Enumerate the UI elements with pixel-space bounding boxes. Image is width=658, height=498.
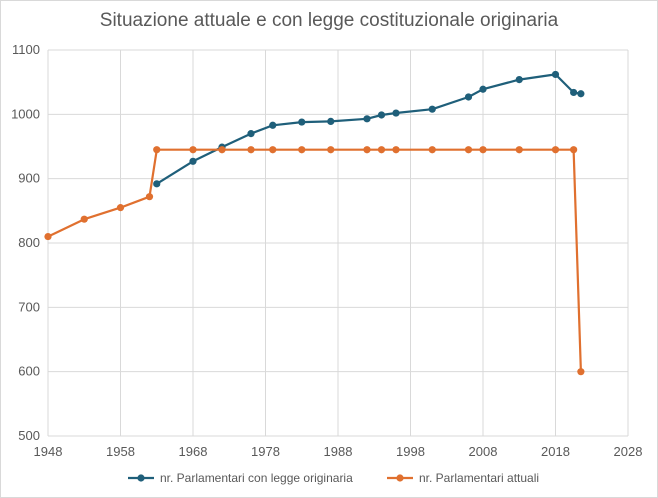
data-point	[269, 121, 277, 129]
data-point	[428, 105, 436, 113]
legend-label: nr. Parlamentari attuali	[419, 471, 539, 485]
data-point	[153, 180, 161, 188]
data-point	[377, 146, 386, 154]
data-point	[577, 90, 585, 98]
data-point	[145, 193, 154, 201]
y-tick-label: 500	[18, 428, 40, 443]
data-point	[363, 146, 371, 154]
y-tick-label: 1000	[11, 106, 40, 121]
data-point	[80, 215, 88, 223]
data-point	[298, 118, 306, 126]
data-point	[464, 146, 473, 154]
data-point	[218, 146, 226, 154]
data-point	[247, 130, 255, 138]
data-point	[377, 111, 386, 119]
data-point	[551, 146, 560, 154]
y-axis-ticks: 500 600 700 800 900 1000 1100	[11, 42, 40, 443]
x-tick-label: 2018	[541, 444, 570, 459]
legend-item: nr. Parlamentari attuali	[387, 471, 539, 485]
series-line	[156, 73, 582, 185]
x-axis-ticks: 1948 1958 1968 1978 1988 1998 2008 2018 2028	[34, 444, 643, 459]
y-tick-label: 600	[18, 364, 40, 379]
series-line	[47, 148, 582, 372]
data-point	[515, 146, 523, 154]
data-point	[247, 146, 255, 154]
x-tick-label: 1988	[324, 444, 353, 459]
data-point	[298, 146, 306, 154]
data-point	[392, 109, 400, 117]
legend-marker	[396, 474, 404, 482]
data-point	[363, 115, 371, 123]
data-point	[392, 146, 400, 154]
x-tick-label: 2028	[614, 444, 643, 459]
data-point	[44, 232, 52, 241]
data-point	[116, 204, 125, 212]
data-point	[479, 85, 487, 93]
legend-marker	[137, 474, 145, 482]
x-tick-label: 1948	[34, 444, 63, 459]
data-point	[269, 146, 277, 154]
y-tick-label: 1100	[12, 42, 40, 57]
data-point	[551, 70, 560, 79]
gridlines	[47, 49, 629, 437]
x-tick-label: 1978	[251, 444, 280, 459]
legend-label: nr. Parlamentari con legge originaria	[160, 471, 353, 485]
x-tick-label: 1998	[396, 444, 425, 459]
data-point	[479, 146, 487, 154]
data-point	[327, 117, 335, 126]
x-tick-label: 2008	[469, 444, 498, 459]
legend-item: nr. Parlamentari con legge originaria	[128, 471, 353, 485]
data-point	[189, 146, 197, 154]
data-point	[570, 146, 578, 154]
data-point	[189, 157, 197, 165]
data-point	[327, 146, 335, 154]
chart-title: Situazione attuale e con legge costituzi…	[99, 10, 559, 31]
data-point	[577, 368, 585, 376]
x-tick-label: 1968	[179, 444, 208, 459]
data-point	[570, 88, 578, 97]
series-group	[44, 70, 585, 376]
data-point	[464, 93, 473, 101]
data-point	[153, 146, 161, 154]
y-tick-label: 700	[18, 299, 40, 314]
y-tick-label: 900	[18, 171, 40, 186]
data-point	[515, 75, 523, 84]
x-tick-label: 1958	[106, 444, 135, 459]
legend: nr. Parlamentari con legge originaria nr.…	[128, 471, 539, 485]
y-tick-label: 800	[18, 235, 40, 250]
data-point	[428, 146, 436, 154]
series-1	[153, 70, 585, 188]
series-2	[44, 146, 585, 376]
